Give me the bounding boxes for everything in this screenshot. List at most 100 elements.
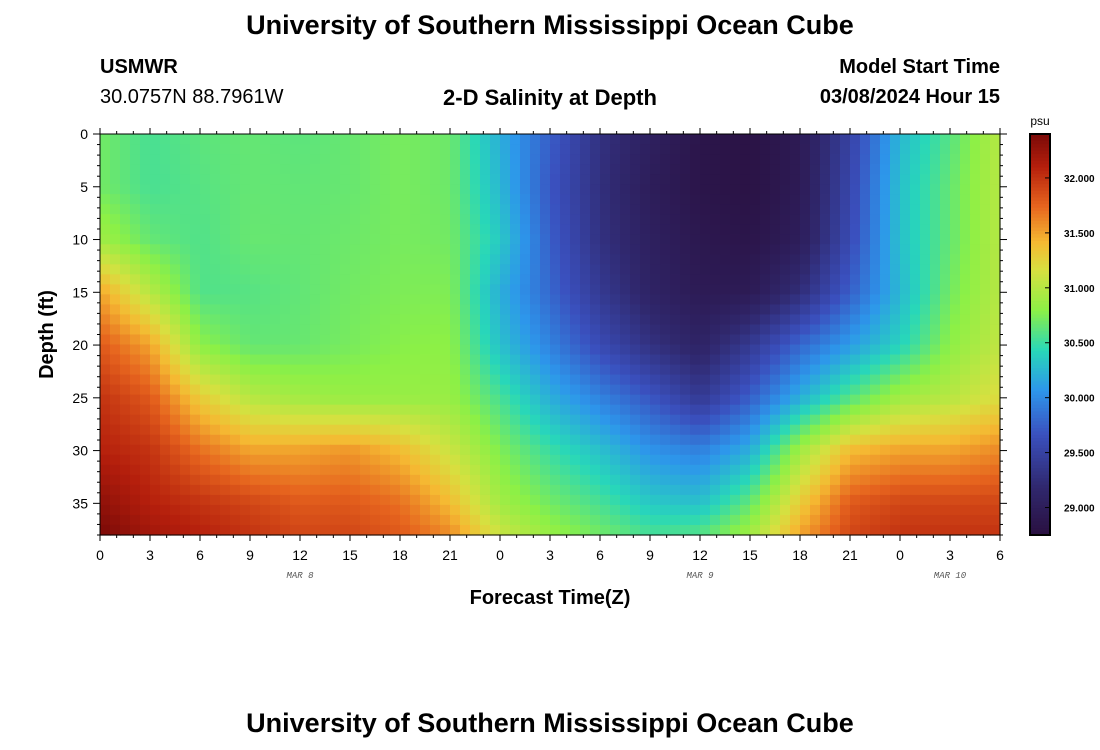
heatmap-cell	[770, 134, 781, 145]
heatmap-cell	[430, 134, 441, 145]
heatmap-cell	[720, 234, 731, 245]
heatmap-cell	[620, 164, 631, 175]
heatmap-cell	[610, 174, 621, 185]
heatmap-cell	[620, 344, 631, 356]
heatmap-cell	[540, 154, 551, 165]
heatmap-cell	[640, 394, 651, 406]
heatmap-cell	[810, 524, 821, 536]
heatmap-cell	[800, 444, 811, 456]
heatmap-cell	[750, 264, 761, 275]
heatmap-cell	[950, 404, 961, 416]
heatmap-cell	[540, 414, 551, 426]
heatmap-cell	[650, 204, 661, 215]
heatmap-cell	[190, 394, 201, 406]
heatmap-cell	[360, 464, 371, 476]
heatmap-cell	[680, 394, 691, 406]
heatmap-cell	[140, 304, 151, 316]
heatmap-cell	[420, 354, 431, 366]
heatmap-cell	[160, 424, 171, 436]
heatmap-cell	[220, 404, 231, 416]
heatmap-cell	[680, 474, 691, 486]
heatmap-cell	[860, 234, 871, 245]
heatmap-cell	[860, 464, 871, 476]
heatmap-cell	[140, 384, 151, 396]
heatmap-cell	[140, 194, 151, 205]
heatmap-cell	[500, 444, 511, 456]
heatmap-cell	[420, 274, 431, 285]
heatmap-cell	[650, 454, 661, 466]
heatmap-cell	[240, 324, 251, 336]
heatmap-cell	[520, 444, 531, 456]
heatmap-cell	[930, 304, 941, 316]
heatmap-cell	[790, 314, 801, 326]
heatmap-cell	[230, 354, 241, 366]
colorbar-segment	[1030, 387, 1050, 392]
heatmap-cell	[920, 424, 931, 436]
heatmap-cell	[350, 214, 361, 225]
heatmap-cell	[810, 384, 821, 396]
heatmap-cell	[100, 504, 111, 516]
heatmap-cell	[290, 434, 301, 446]
heatmap-cell	[270, 294, 281, 306]
heatmap-cell	[400, 374, 411, 386]
heatmap-cell	[790, 524, 801, 536]
heatmap-cell	[120, 384, 131, 396]
heatmap-cell	[540, 494, 551, 506]
heatmap-cell	[790, 504, 801, 516]
heatmap-cell	[940, 254, 951, 265]
heatmap-cell	[580, 524, 591, 536]
colorbar-segment	[1030, 494, 1050, 499]
heatmap-cell	[940, 514, 951, 526]
heatmap-cell	[690, 194, 701, 205]
heatmap-cell	[890, 194, 901, 205]
heatmap-cell	[420, 194, 431, 205]
heatmap-cell	[820, 254, 831, 265]
heatmap-cell	[210, 524, 221, 536]
colorbar-segment	[1030, 220, 1050, 225]
heatmap-cell	[140, 454, 151, 466]
heatmap-cell	[450, 184, 461, 195]
heatmap-cell	[480, 514, 491, 526]
heatmap-cell	[800, 304, 811, 316]
heatmap-cell	[370, 154, 381, 165]
heatmap-cell	[760, 244, 771, 255]
heatmap-cell	[830, 464, 841, 476]
heatmap-cell	[660, 524, 671, 536]
heatmap-cell	[830, 264, 841, 275]
heatmap-cell	[200, 164, 211, 175]
heatmap-cell	[400, 254, 411, 265]
heatmap-cell	[470, 394, 481, 406]
heatmap-cell	[590, 294, 601, 306]
heatmap-cell	[660, 214, 671, 225]
heatmap-cell	[970, 384, 981, 396]
heatmap-cell	[750, 154, 761, 165]
heatmap-cell	[400, 234, 411, 245]
heatmap-cell	[600, 164, 611, 175]
heatmap-cell	[140, 234, 151, 245]
heatmap-cell	[630, 464, 641, 476]
heatmap-cell	[620, 394, 631, 406]
heatmap-cell	[840, 474, 851, 486]
heatmap-cell	[560, 504, 571, 516]
heatmap-cell	[530, 264, 541, 275]
heatmap-cell	[900, 274, 911, 285]
heatmap-cell	[390, 274, 401, 285]
heatmap-cell	[210, 394, 221, 406]
heatmap-cell	[590, 494, 601, 506]
colorbar-segment	[1030, 397, 1050, 402]
heatmap-cell	[930, 204, 941, 215]
heatmap-cell	[710, 354, 721, 366]
heatmap-cell	[360, 294, 371, 306]
heatmap-cell	[600, 424, 611, 436]
heatmap-cell	[960, 464, 971, 476]
heatmap-cell	[260, 264, 271, 275]
heatmap-cell	[660, 324, 671, 336]
heatmap-cell	[230, 234, 241, 245]
heatmap-cell	[720, 394, 731, 406]
heatmap-cell	[360, 434, 371, 446]
heatmap-cell	[570, 234, 581, 245]
heatmap-cell	[300, 304, 311, 316]
heatmap-cell	[950, 284, 961, 296]
heatmap-cell	[240, 474, 251, 486]
heatmap-cell	[790, 514, 801, 526]
